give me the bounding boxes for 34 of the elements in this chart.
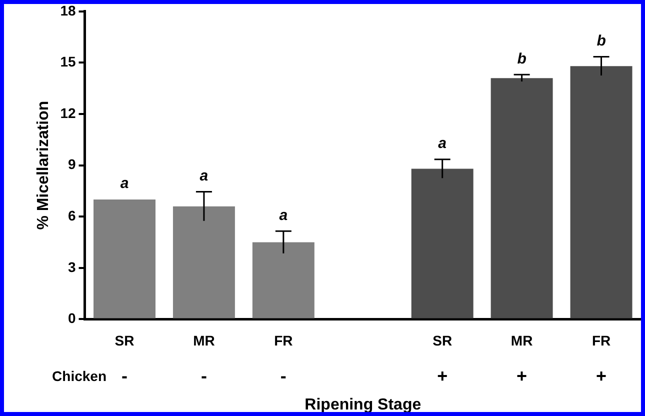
text: Chicken (52, 368, 107, 384)
data-label: b (517, 50, 526, 68)
data-label: a (200, 167, 208, 184)
x-tick-label: SR (432, 332, 452, 348)
text: - (122, 366, 128, 386)
text: - (280, 366, 286, 386)
data-label: b (596, 32, 606, 50)
bar (94, 200, 156, 318)
bar (411, 168, 474, 318)
x-axis-title: Ripening Stage (304, 396, 422, 414)
data-label: a (438, 134, 447, 152)
data-label: a (279, 206, 288, 224)
text: + (596, 366, 607, 386)
y-axis-title: % Micellarization (35, 100, 52, 230)
text: - (200, 366, 207, 386)
y-tick-label: 9 (68, 156, 76, 172)
y-tick-label: 3 (68, 258, 76, 275)
x-tick-label: FR (592, 332, 611, 348)
y-tick-label: 18 (60, 2, 76, 18)
bar (172, 206, 235, 318)
y-tick-label: 15 (60, 54, 76, 70)
data-label: a (120, 175, 129, 192)
x-tick-label: SR (114, 332, 134, 348)
x-tick-label: FR (274, 332, 293, 348)
text: + (516, 366, 528, 386)
text: + (437, 366, 448, 386)
bar (570, 66, 632, 318)
x-tick-label: MR (193, 332, 215, 348)
y-tick-label: 12 (60, 104, 76, 121)
bar (490, 78, 553, 318)
bar (252, 242, 314, 318)
y-tick-label: 6 (68, 207, 76, 224)
x-tick-label: MR (510, 332, 533, 348)
y-tick-label: 0 (68, 310, 76, 326)
